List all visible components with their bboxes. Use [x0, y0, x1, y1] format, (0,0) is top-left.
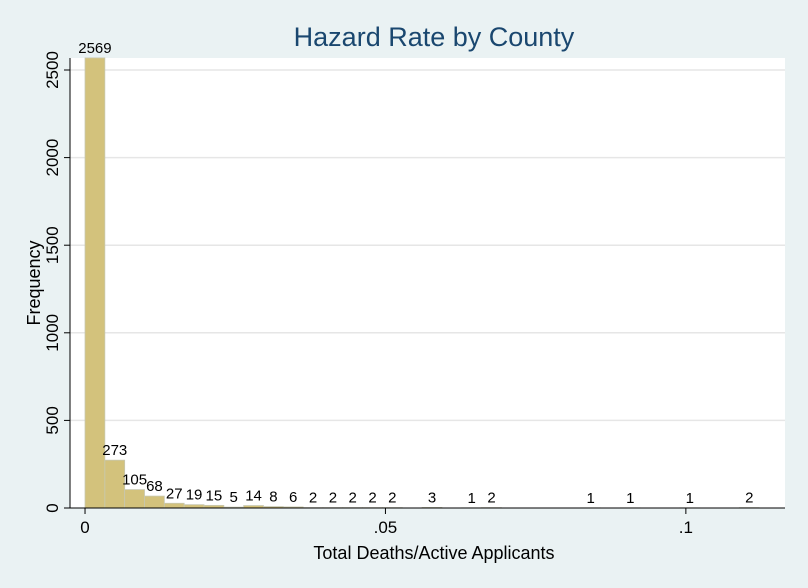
bar-value-label: 27 — [166, 485, 183, 502]
chart-title: Hazard Rate by County — [294, 22, 575, 52]
y-tick-label: 1000 — [43, 314, 62, 352]
bar-value-label: 5 — [230, 489, 238, 506]
x-tick-label: .05 — [374, 518, 398, 537]
bar-value-label: 68 — [146, 478, 163, 495]
bar-value-label: 2 — [745, 490, 753, 507]
bar-value-label: 14 — [245, 488, 262, 505]
bar-value-label: 2569 — [78, 40, 111, 57]
histogram-bar — [144, 495, 165, 509]
bar-value-label: 2 — [368, 490, 376, 507]
axes: 0 500 1000 1500 2000 2500 0 .05 .1 — [43, 51, 785, 537]
bar-value-label: 15 — [206, 487, 223, 504]
bar-value-label: 8 — [269, 489, 277, 506]
y-tick-label: 2000 — [43, 139, 62, 177]
x-axis-label: Total Deaths/Active Applicants — [313, 543, 554, 563]
histogram-bar — [124, 489, 145, 509]
bar-value-label: 3 — [428, 489, 436, 506]
bar-value-label: 1 — [686, 490, 694, 507]
bar-value-label: 2 — [388, 490, 396, 507]
y-tick-label: 1500 — [43, 226, 62, 264]
bar-value-label: 6 — [289, 489, 297, 506]
x-tick-label: 0 — [80, 518, 89, 537]
bar-value-label: 2 — [487, 490, 495, 507]
histogram-bar — [84, 57, 106, 509]
bar-value-label: 1 — [586, 490, 594, 507]
y-tick-label: 500 — [43, 406, 62, 434]
y-tick-label: 2500 — [43, 51, 62, 89]
bar-value-label: 2 — [309, 490, 317, 507]
y-tick-label: 0 — [43, 503, 62, 512]
bar-value-label: 2 — [329, 490, 337, 507]
bar-value-label: 2 — [349, 490, 357, 507]
plot-area — [70, 58, 785, 508]
bar-value-label: 1 — [467, 490, 475, 507]
bar-value-label: 105 — [122, 472, 147, 489]
bar-value-label: 19 — [186, 487, 203, 504]
grid-lines — [70, 69, 785, 422]
x-tick-label: .1 — [679, 518, 693, 537]
bar-value-label: 273 — [102, 442, 127, 459]
bars — [84, 57, 760, 509]
y-axis-label: Frequency — [24, 240, 44, 325]
bar-value-label: 1 — [626, 490, 634, 507]
histogram-bar — [163, 502, 185, 509]
